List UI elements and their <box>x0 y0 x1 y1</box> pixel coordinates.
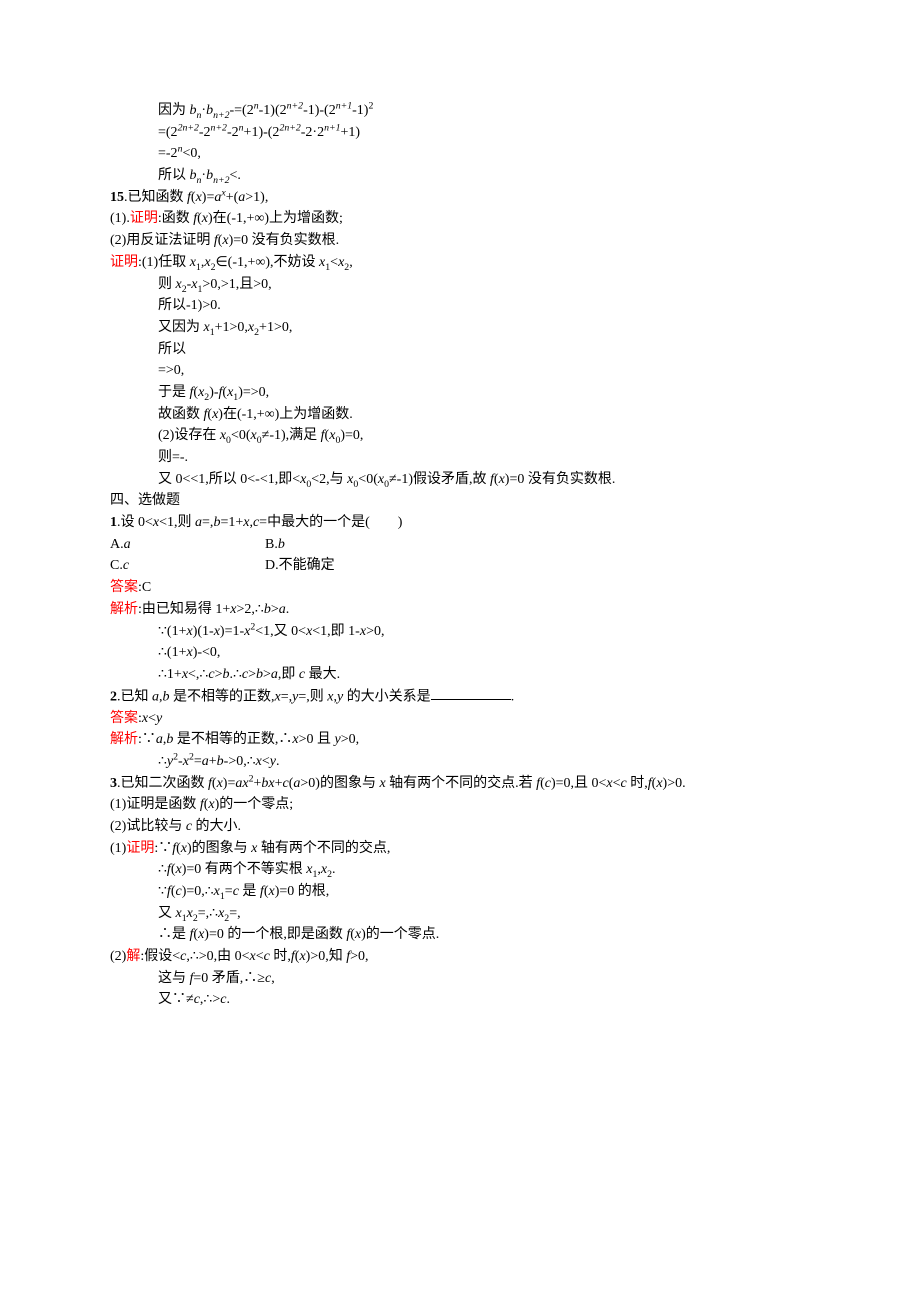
q3-stem: 3.已知二次函数 f(x)=ax2+bx+c(a>0)的图象与 x 轴有两个不同… <box>110 773 810 795</box>
q3-proof1-open: (1)证明:∵f(x)的图象与 x 轴有两个不同的交点, <box>110 838 810 860</box>
q1-exp-2: ∴(1+x)-<0, <box>110 642 810 664</box>
q15-proof-open: 证明:(1)任取 x1,x2∈(-1,+∞),不妨设 x1<x2, <box>110 252 810 274</box>
q15-step-2: 所以-1)>0. <box>110 295 810 317</box>
solve-label: 解 <box>126 949 140 964</box>
q3-step-4: ∴是 f(x)=0 的一个根,即是函数 f(x)的一个零点. <box>110 924 810 946</box>
q15-step-6: 于是 f(x2)-f(x1)=>0, <box>110 382 810 404</box>
q1-options-row-2: C.c D.不能确定 <box>110 555 810 577</box>
section-4-heading: 四、选做题 <box>110 490 810 512</box>
proof-label: 证明 <box>110 255 138 270</box>
q1-analysis: 解析:由已知易得 1+x>2,∴b>a. <box>110 599 810 621</box>
q15-step-9: 则=-. <box>110 447 810 469</box>
answer-label: 答案 <box>110 711 138 726</box>
q15-step-8: (2)设存在 x0<0(x0≠-1),满足 f(x0)=0, <box>110 425 810 447</box>
q2-exp-1: ∴y2-x2=a+b->0,∴x<y. <box>110 751 810 773</box>
q1-answer: 答案:C <box>110 577 810 599</box>
fill-blank <box>431 686 511 700</box>
q15-stem: 15.已知函数 f(x)=ax+(a>1), <box>110 187 810 209</box>
analysis-label: 解析 <box>110 732 138 747</box>
q1-stem: 1.设 0<x<1,则 a=,b=1+x,c=中最大的一个是( ) <box>110 512 810 534</box>
q1-options-row-1: A.a B.b <box>110 534 810 556</box>
q15-part2: (2)用反证法证明 f(x)=0 没有负实数根. <box>110 230 810 252</box>
prelude-line-3: =-2n<0, <box>110 143 810 165</box>
q15-step-7: 故函数 f(x)在(-1,+∞)上为增函数. <box>110 404 810 426</box>
prelude-line-2: =(22n+2-2n+2-2n+1)-(22n+2-2·2n+1+1) <box>110 122 810 144</box>
prelude-line-4: 所以 bn·bn+2<. <box>110 165 810 187</box>
q3-solve2-open: (2)解:假设<c,∴>0,由 0<x<c 时,f(x)>0,知 f>0, <box>110 946 810 968</box>
q3-tail-1: 这与 f=0 矛盾,∴≥c, <box>110 968 810 990</box>
proof-label: 证明 <box>126 841 154 856</box>
q3-step-2: ∵f(c)=0,∴x1=c 是 f(x)=0 的根, <box>110 881 810 903</box>
q2-stem: 2.已知 a,b 是不相等的正数,x=,y=,则 x,y 的大小关系是. <box>110 686 810 708</box>
q3-step-1: ∴f(x)=0 有两个不等实根 x1,x2. <box>110 859 810 881</box>
q15-step-10: 又 0<<1,所以 0<-<1,即<x0<2,与 x0<0(x0≠-1)假设矛盾… <box>110 469 810 491</box>
q2-analysis: 解析:∵a,b 是不相等的正数,∴x>0 且 y>0, <box>110 729 810 751</box>
q2-answer: 答案:x<y <box>110 708 810 730</box>
q15-step-3: 又因为 x1+1>0,x2+1>0, <box>110 317 810 339</box>
answer-label: 答案 <box>110 580 138 595</box>
q15-part1: (1).证明:函数 f(x)在(-1,+∞)上为增函数; <box>110 208 810 230</box>
q15-step-4: 所以 <box>110 339 810 361</box>
q15-step-5: =>0, <box>110 360 810 382</box>
prelude-line-1: 因为 bn·bn+2-=(2n-1)(2n+2-1)-(2n+1-1)2 <box>110 100 810 122</box>
q1-exp-1: ∵(1+x)(1-x)=1-x2<1,又 0<x<1,即 1-x>0, <box>110 621 810 643</box>
q1-exp-3: ∴1+x<,∴c>b.∴c>b>a,即 c 最大. <box>110 664 810 686</box>
analysis-label: 解析 <box>110 602 138 617</box>
q3-tail-2: 又∵≠c,∴>c. <box>110 989 810 1011</box>
q3-step-3: 又 x1x2=,∴x2=, <box>110 903 810 925</box>
q15-step-1: 则 x2-x1>0,>1,且>0, <box>110 274 810 296</box>
q3-part1: (1)证明是函数 f(x)的一个零点; <box>110 794 810 816</box>
q3-part2: (2)试比较与 c 的大小. <box>110 816 810 838</box>
